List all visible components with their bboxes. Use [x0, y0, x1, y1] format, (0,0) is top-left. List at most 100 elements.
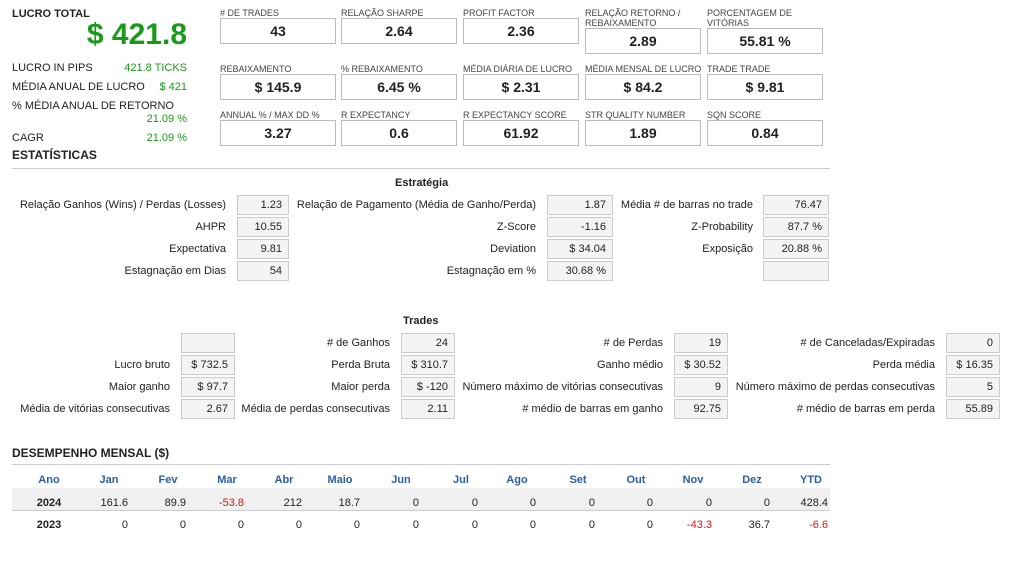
month-cell: 0	[529, 497, 536, 509]
trade-label: Perda média	[872, 359, 935, 371]
month-cell: 0	[121, 519, 128, 531]
cagr-label: CAGR	[12, 132, 44, 144]
metric-value: 2.64	[341, 18, 457, 44]
trade-value: 0	[946, 333, 1000, 353]
metric-label: R EXPECTANCY	[341, 110, 411, 120]
month-cell: 212	[283, 497, 302, 509]
month-cell: 0	[705, 497, 712, 509]
annual-return-label: % MÉDIA ANUAL DE RETORNO	[12, 100, 174, 112]
month-header: Maio	[327, 474, 353, 486]
metric-label: SQN SCORE	[707, 110, 762, 120]
month-header: Dez	[742, 474, 762, 486]
trade-value: 9	[674, 377, 728, 397]
month-cell: 0	[471, 519, 478, 531]
metric-value: 2.36	[463, 18, 579, 44]
month-cell: 0	[471, 497, 478, 509]
month-cell: 0	[646, 519, 653, 531]
stat-value: -1.16	[547, 217, 613, 237]
stats-title: ESTATÍSTICAS	[12, 148, 97, 162]
metric-label: MÉDIA DIÁRIA DE LUCRO	[463, 64, 573, 74]
metric-value: 6.45 %	[341, 74, 457, 100]
stat-value: 20.88 %	[763, 239, 829, 259]
month-cell: -53.8	[218, 497, 244, 509]
month-header: Mar	[217, 474, 237, 486]
month-cell: 0	[179, 519, 186, 531]
month-header: Jan	[99, 474, 119, 486]
trade-value: 2.67	[181, 399, 235, 419]
month-header: Ano	[38, 474, 60, 486]
trade-label: Perda Bruta	[331, 359, 390, 371]
month-cell: 428.4	[800, 497, 828, 509]
stat-label: Estagnação em %	[446, 265, 536, 277]
metric-label: PORCENTAGEM DE VITÓRIAS	[707, 8, 792, 28]
metric-value: $ 9.81	[707, 74, 823, 100]
trade-label: Ganho médio	[596, 359, 663, 371]
month-cell: 0	[588, 519, 595, 531]
stat-value: 1.23	[237, 195, 289, 215]
metric-value: 55.81 %	[707, 28, 823, 54]
trade-label: Média de perdas consecutivas	[241, 403, 390, 415]
month-cell: 0	[763, 497, 770, 509]
metric-label: REBAIXAMENTO	[220, 64, 292, 74]
stat-label: Expectativa	[169, 243, 226, 255]
metric-value: 0.84	[707, 120, 823, 146]
metric-label: STR QUALITY NUMBER	[585, 110, 686, 120]
month-cell: 161.6	[100, 497, 128, 509]
metric-label: MÉDIA MENSAL DE LUCRO	[585, 64, 702, 74]
month-cell: 0	[353, 519, 360, 531]
month-header: Jul	[453, 474, 469, 486]
metric-value: $ 2.31	[463, 74, 579, 100]
metric-value: 3.27	[220, 120, 336, 146]
month-cell: 0	[588, 497, 595, 509]
trade-value: $ 732.5	[181, 355, 235, 375]
trade-label: Média de vitórias consecutivas	[20, 403, 170, 415]
stat-label: Z-Score	[496, 221, 536, 233]
stat-label: Média # de barras no trade	[620, 199, 753, 211]
trade-value	[181, 333, 235, 353]
month-header: Nov	[682, 474, 704, 486]
cagr-value: 21.09 %	[146, 132, 187, 144]
trade-label: # de Canceladas/Expiradas	[800, 337, 935, 349]
month-header: Ago	[506, 474, 528, 486]
stat-label: Relação de Pagamento (Média de Ganho/Per…	[296, 199, 536, 211]
month-cell: 0	[295, 519, 302, 531]
trade-label: Número máximo de perdas consecutivas	[735, 381, 935, 393]
month-header: YTD	[800, 474, 822, 486]
month-cell: 89.9	[164, 497, 186, 509]
metric-label: # DE TRADES	[220, 8, 279, 18]
trade-value: 55.89	[946, 399, 1000, 419]
month-cell: -6.6	[809, 519, 828, 531]
trade-value: 19	[674, 333, 728, 353]
trade-label: Maior ganho	[108, 381, 170, 393]
metric-label: ANNUAL % / MAX DD %	[220, 110, 320, 120]
stat-label: Estagnação em Dias	[124, 265, 227, 277]
trade-value: $ -120	[401, 377, 455, 397]
stat-value: 10.55	[237, 217, 289, 237]
annual-return-value: 21.09 %	[146, 113, 187, 125]
trade-label: # médio de barras em perda	[796, 403, 935, 415]
trade-value: $ 16.35	[946, 355, 1000, 375]
divider	[12, 464, 830, 465]
pips-label: LUCRO IN PIPS	[12, 62, 93, 74]
month-header: Jun	[391, 474, 411, 486]
total-profit-label: LUCRO TOTAL	[12, 8, 90, 20]
metric-value: 2.89	[585, 28, 701, 54]
month-header: Abr	[274, 474, 294, 486]
trade-value: $ 30.52	[674, 355, 728, 375]
stat-value: 1.87	[547, 195, 613, 215]
trade-value: 24	[401, 333, 455, 353]
stat-label: AHPR	[195, 221, 226, 233]
year-cell: 2024	[36, 497, 62, 509]
trade-label: # de Ganhos	[327, 337, 390, 349]
trade-value: 92.75	[674, 399, 728, 419]
stat-value: 30.68 %	[547, 261, 613, 281]
month-cell: 18.7	[338, 497, 360, 509]
month-cell: 0	[412, 519, 419, 531]
metric-label: RELAÇÃO SHARPE	[341, 8, 424, 18]
strategy-title: Estratégia	[395, 177, 449, 189]
stat-value: $ 34.04	[547, 239, 613, 259]
divider	[12, 168, 830, 169]
month-header: Out	[626, 474, 646, 486]
trade-label: # de Perdas	[603, 337, 663, 349]
metric-value: 43	[220, 18, 336, 44]
